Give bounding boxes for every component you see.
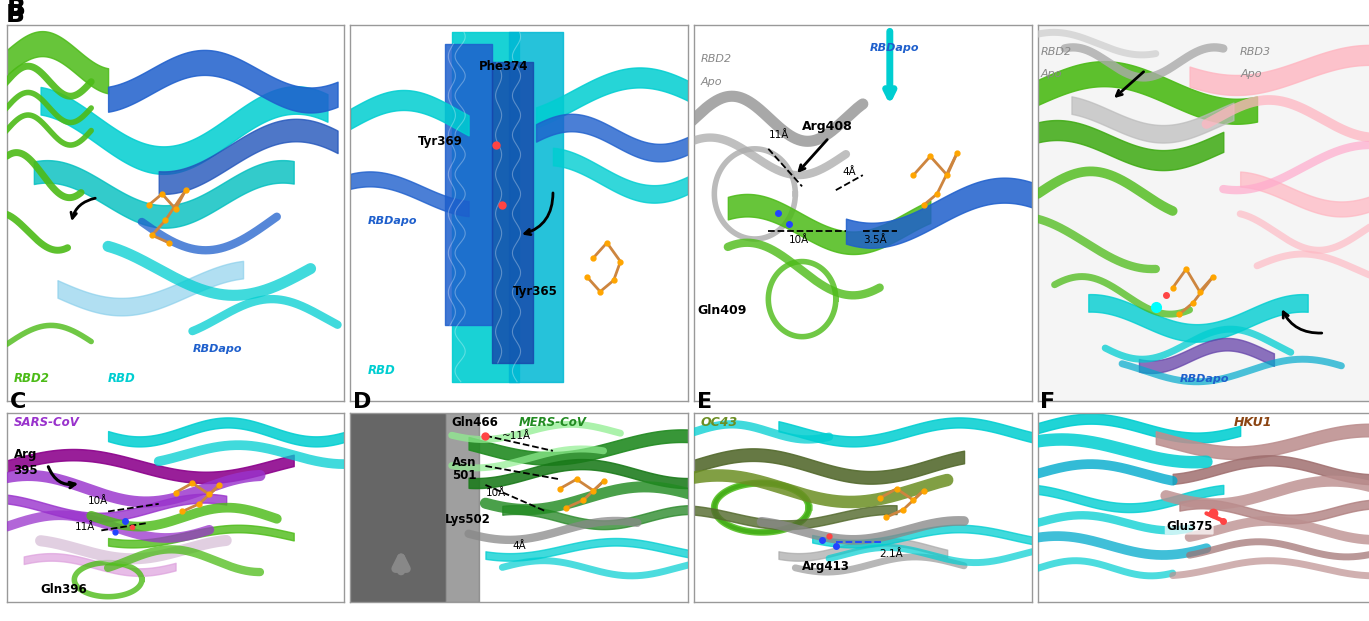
- Text: RBD2: RBD2: [701, 55, 732, 65]
- Text: B: B: [7, 0, 26, 21]
- Text: 2.1Å: 2.1Å: [880, 549, 904, 559]
- Text: 501: 501: [452, 469, 476, 483]
- Text: Arg413: Arg413: [802, 560, 850, 573]
- Text: RBD: RBD: [367, 365, 396, 377]
- Text: Asn: Asn: [452, 456, 476, 469]
- Text: RBD2: RBD2: [14, 372, 49, 385]
- Text: C: C: [10, 392, 26, 412]
- Text: D: D: [353, 392, 371, 412]
- Text: 4Å: 4Å: [512, 542, 526, 551]
- Text: 11Å: 11Å: [768, 130, 789, 140]
- Text: Gln396: Gln396: [41, 583, 88, 596]
- Text: RBDapo: RBDapo: [367, 216, 416, 226]
- Text: RBD2: RBD2: [1040, 47, 1072, 57]
- Text: Arg408: Arg408: [802, 120, 853, 133]
- Text: Glu375: Glu375: [1166, 520, 1213, 533]
- Text: F: F: [1040, 392, 1055, 412]
- Text: MERS-CoV: MERS-CoV: [519, 416, 587, 429]
- Text: Tyr365: Tyr365: [512, 285, 557, 298]
- Text: Apo: Apo: [1240, 70, 1262, 79]
- Text: 10Å: 10Å: [88, 496, 108, 506]
- Text: 11Å: 11Å: [74, 522, 94, 532]
- Text: B: B: [5, 3, 25, 27]
- Text: Lys502: Lys502: [445, 513, 491, 526]
- Text: Gln409: Gln409: [697, 304, 747, 317]
- Text: Apo: Apo: [701, 77, 723, 87]
- Text: RBDapo: RBDapo: [1180, 374, 1229, 384]
- Text: 10Å: 10Å: [789, 235, 809, 245]
- Text: E: E: [697, 392, 712, 412]
- Text: 395: 395: [14, 463, 38, 476]
- Text: 10Å: 10Å: [486, 488, 505, 498]
- Text: 3.5Å: 3.5Å: [862, 235, 887, 245]
- Text: Arg: Arg: [14, 448, 37, 461]
- Text: RBDapo: RBDapo: [869, 43, 919, 53]
- Text: RBDapo: RBDapo: [193, 343, 242, 354]
- Text: 4Å: 4Å: [842, 167, 856, 177]
- Text: Apo: Apo: [1040, 70, 1062, 79]
- Text: Phe374: Phe374: [479, 60, 528, 73]
- Text: ~11Å: ~11Å: [502, 432, 531, 442]
- Text: OC43: OC43: [701, 416, 738, 429]
- Text: HKU1: HKU1: [1233, 416, 1272, 429]
- Text: RBD: RBD: [108, 372, 136, 385]
- Text: RBD3: RBD3: [1240, 47, 1272, 57]
- Text: Tyr369: Tyr369: [418, 135, 463, 148]
- Text: SARS-CoV: SARS-CoV: [14, 416, 79, 429]
- Text: Gln466: Gln466: [452, 416, 498, 429]
